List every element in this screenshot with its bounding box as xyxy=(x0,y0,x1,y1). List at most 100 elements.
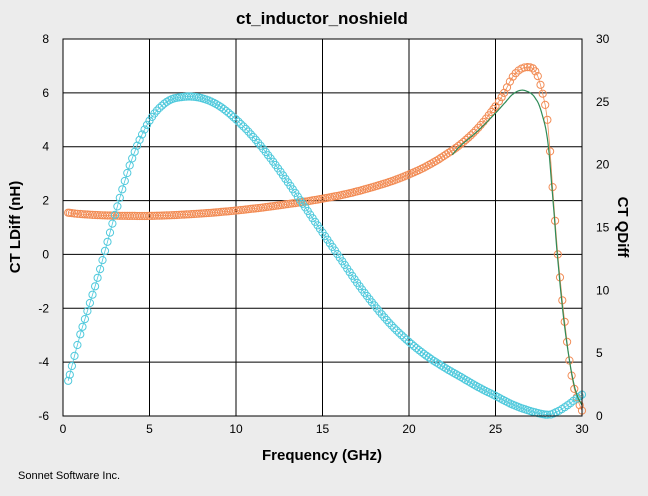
data-point xyxy=(466,131,475,140)
y2-tick-label: 0 xyxy=(596,409,603,423)
data-point xyxy=(546,147,555,156)
data-point xyxy=(505,77,514,86)
y2-tick-label: 30 xyxy=(596,32,610,46)
data-point xyxy=(541,100,550,110)
data-point xyxy=(528,64,538,73)
data-point xyxy=(520,63,529,72)
data-point xyxy=(113,202,122,211)
data-point xyxy=(387,321,396,330)
data-point xyxy=(70,351,79,360)
data-point xyxy=(76,330,85,339)
data-point xyxy=(67,361,77,371)
data-point xyxy=(456,139,465,149)
data-point xyxy=(118,185,127,194)
x-tick-label: 30 xyxy=(575,422,589,436)
data-point xyxy=(96,265,105,274)
data-point xyxy=(239,122,248,131)
data-point xyxy=(83,307,92,316)
data-point xyxy=(395,328,404,337)
data-point xyxy=(108,219,117,228)
data-point xyxy=(469,380,478,389)
x-axis-title: Frequency (GHz) xyxy=(262,447,382,464)
data-point xyxy=(85,210,95,219)
data-point xyxy=(234,117,243,126)
y2-ticks: 0 5 10 15 20 25 30 xyxy=(596,32,610,423)
y2-tick-label: 15 xyxy=(596,221,610,235)
data-point xyxy=(120,176,129,186)
data-point xyxy=(83,210,92,219)
series-ct-ldiff-fit xyxy=(451,89,583,406)
data-point xyxy=(459,137,468,147)
data-point xyxy=(135,135,144,144)
data-point xyxy=(162,97,171,106)
data-point xyxy=(531,67,540,76)
data-point xyxy=(538,89,547,98)
plot-border xyxy=(62,38,583,417)
data-point xyxy=(236,120,245,129)
x-tick-label: 15 xyxy=(316,422,330,436)
data-point xyxy=(380,313,389,322)
chart-title: ct_inductor_noshield xyxy=(236,9,408,28)
x-tick-label: 5 xyxy=(146,422,153,436)
data-point xyxy=(575,392,584,401)
data-point xyxy=(533,72,542,81)
data-point xyxy=(523,63,532,72)
data-point xyxy=(103,237,112,246)
x-tick-label: 20 xyxy=(402,422,416,436)
y-tick-label: 0 xyxy=(42,247,49,261)
y-tick-label: 8 xyxy=(42,32,49,46)
data-point xyxy=(392,326,401,335)
data-point xyxy=(454,141,463,151)
data-point xyxy=(400,333,409,342)
data-point xyxy=(409,342,418,351)
data-point xyxy=(536,80,545,89)
data-point xyxy=(404,337,414,346)
data-point xyxy=(123,168,132,178)
data-point xyxy=(494,97,504,106)
data-point xyxy=(224,108,233,118)
data-point xyxy=(375,307,384,316)
series-line xyxy=(451,89,583,406)
data-point xyxy=(566,399,575,408)
data-point xyxy=(93,273,102,282)
data-point xyxy=(138,130,147,139)
data-point xyxy=(385,318,394,327)
data-point xyxy=(241,124,250,134)
data-point xyxy=(251,135,260,144)
data-point xyxy=(222,106,231,116)
data-point xyxy=(155,103,164,113)
y2-tick-label: 5 xyxy=(596,346,603,360)
data-point xyxy=(85,298,95,308)
data-point xyxy=(100,246,110,255)
data-point xyxy=(471,126,480,135)
series-ct-qdiff xyxy=(64,92,587,419)
data-point xyxy=(70,209,79,218)
data-point xyxy=(91,282,100,291)
data-point xyxy=(231,115,241,124)
data-point xyxy=(382,316,391,325)
y-tick-label: 4 xyxy=(42,140,49,154)
data-point xyxy=(249,132,258,142)
data-point xyxy=(142,120,152,130)
data-point xyxy=(442,364,451,373)
data-point xyxy=(402,335,411,344)
x-tick-label: 10 xyxy=(229,422,243,436)
data-point xyxy=(451,370,461,379)
data-point xyxy=(73,340,82,350)
data-point xyxy=(150,109,159,118)
data-point xyxy=(511,69,520,78)
data-point xyxy=(461,135,470,144)
data-point xyxy=(469,128,478,138)
y-tick-label: 2 xyxy=(42,194,49,208)
data-point xyxy=(157,101,166,110)
data-point xyxy=(152,106,161,115)
data-point xyxy=(390,324,399,333)
data-point xyxy=(543,410,552,419)
y-tick-label: -4 xyxy=(38,355,49,369)
y2-axis-title: CT QDiff xyxy=(614,197,631,259)
data-point xyxy=(98,256,107,265)
y-axis-title: CT LDiff (nH) xyxy=(7,181,24,273)
data-point xyxy=(110,210,120,219)
y2-tick-label: 10 xyxy=(596,283,610,297)
